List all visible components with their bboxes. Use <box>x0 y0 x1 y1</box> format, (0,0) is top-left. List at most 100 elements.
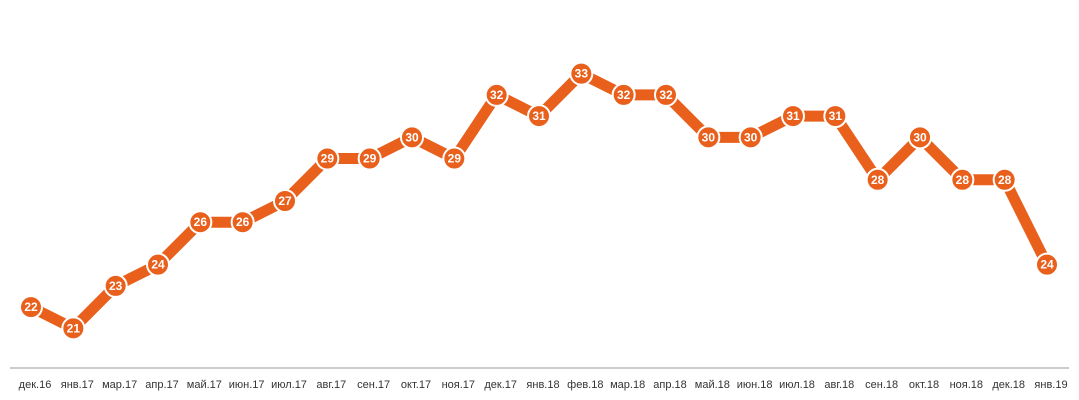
data-label: 28 <box>871 173 885 187</box>
data-point-marker <box>992 167 1017 192</box>
x-tick-label: авг.17 <box>316 379 346 391</box>
x-tick-label: апр.18 <box>653 379 686 391</box>
data-point: 27 <box>273 189 297 213</box>
x-tick-label: фев.18 <box>567 379 603 391</box>
data-point: 24 <box>146 252 170 277</box>
data-point-marker <box>400 125 424 150</box>
x-tick-label: янв.17 <box>61 379 94 391</box>
data-label: 29 <box>321 152 335 166</box>
x-tick-label: ноя.18 <box>950 379 983 391</box>
x-tick-label: июл.17 <box>271 379 307 391</box>
data-label: 30 <box>744 130 758 144</box>
data-label: 23 <box>109 279 123 293</box>
x-tick-label: май.18 <box>695 379 730 391</box>
data-point: 30 <box>696 125 721 150</box>
x-tick-label: окт.18 <box>909 379 939 391</box>
data-point: 22 <box>19 295 43 320</box>
data-label: 33 <box>575 67 589 81</box>
x-tick-label: июн.18 <box>737 379 773 391</box>
data-point-marker <box>654 82 678 107</box>
data-point-marker <box>230 210 255 235</box>
data-label: 24 <box>1040 258 1054 272</box>
data-label: 28 <box>956 173 970 187</box>
data-point: 31 <box>527 104 551 129</box>
data-point-marker <box>1035 252 1059 277</box>
data-point-marker <box>865 167 890 192</box>
data-point-marker <box>696 125 721 150</box>
data-point-marker <box>357 146 382 171</box>
data-point: 28 <box>992 167 1017 192</box>
data-label: 21 <box>67 321 81 335</box>
data-point-marker <box>908 125 932 150</box>
data-point: 26 <box>230 210 255 235</box>
data-label: 31 <box>532 109 546 123</box>
x-tick-label: мар.18 <box>610 379 645 391</box>
data-point: 30 <box>400 125 424 150</box>
x-tick-label: янв.18 <box>526 379 559 391</box>
x-tick-label: янв.19 <box>1034 379 1067 391</box>
x-tick-label: дек.18 <box>992 379 1025 391</box>
data-label: 32 <box>490 88 504 102</box>
data-label: 32 <box>617 88 631 102</box>
data-point-marker <box>781 104 805 129</box>
data-point: 33 <box>569 61 594 86</box>
x-tick-label: дек.16 <box>19 379 52 391</box>
data-label: 30 <box>913 130 927 144</box>
x-tick-label: сен.18 <box>865 379 898 391</box>
data-point: 32 <box>611 82 636 107</box>
data-label: 26 <box>194 215 208 229</box>
x-tick-label: мар.17 <box>102 379 137 391</box>
x-tick-label: авг.18 <box>824 379 854 391</box>
data-label: 29 <box>363 152 377 166</box>
data-point-marker <box>823 104 848 129</box>
data-label: 26 <box>236 215 250 229</box>
data-point-marker <box>527 104 551 129</box>
data-point-marker <box>61 316 86 341</box>
data-point-marker <box>569 61 594 86</box>
data-point: 23 <box>103 273 128 298</box>
data-point: 24 <box>1035 252 1059 277</box>
x-tick-label: окт.17 <box>401 379 431 391</box>
data-point-marker <box>950 167 975 192</box>
data-markers: 22 21 23 24 26 26 27 29 29 30 29 32 31 33 32 32 30 30 31 31… <box>19 61 1059 341</box>
data-point-marker <box>273 189 297 213</box>
data-point: 30 <box>908 125 932 150</box>
data-point: 31 <box>823 104 848 129</box>
data-point-marker <box>103 273 128 298</box>
data-point-marker <box>442 146 467 171</box>
data-point-marker <box>738 125 763 150</box>
data-point-marker <box>315 146 340 171</box>
data-label: 29 <box>448 152 462 166</box>
x-tick-label: сен.17 <box>357 379 390 391</box>
data-point: 26 <box>188 210 213 235</box>
data-point: 21 <box>61 316 86 341</box>
data-point-marker <box>19 295 43 320</box>
data-point: 28 <box>950 167 975 192</box>
x-tick-label: ноя.17 <box>442 379 475 391</box>
data-label: 30 <box>702 130 716 144</box>
x-tick-labels: дек.16 янв.17 мар.17 апр.17 май.17 июн.17 июл.… <box>19 379 1068 391</box>
data-point: 32 <box>484 82 509 107</box>
data-label: 31 <box>829 109 843 123</box>
data-point-marker <box>484 82 509 107</box>
x-tick-label: май.17 <box>187 379 222 391</box>
data-point-marker <box>146 252 170 277</box>
x-tick-label: апр.17 <box>145 379 178 391</box>
data-label: 22 <box>24 300 38 314</box>
data-point: 28 <box>865 167 890 192</box>
data-point: 30 <box>738 125 763 150</box>
data-label: 28 <box>998 173 1012 187</box>
x-tick-label: июл.18 <box>779 379 815 391</box>
data-point-marker <box>611 82 636 107</box>
data-label: 27 <box>278 194 292 208</box>
data-point: 29 <box>315 146 340 171</box>
x-tick-label: дек.17 <box>484 379 517 391</box>
data-label: 32 <box>659 88 673 102</box>
data-label: 24 <box>151 258 165 272</box>
x-tick-label: июн.17 <box>229 379 265 391</box>
data-point: 31 <box>781 104 805 129</box>
data-point: 29 <box>442 146 467 171</box>
data-point-marker <box>188 210 213 235</box>
data-label: 31 <box>786 109 800 123</box>
